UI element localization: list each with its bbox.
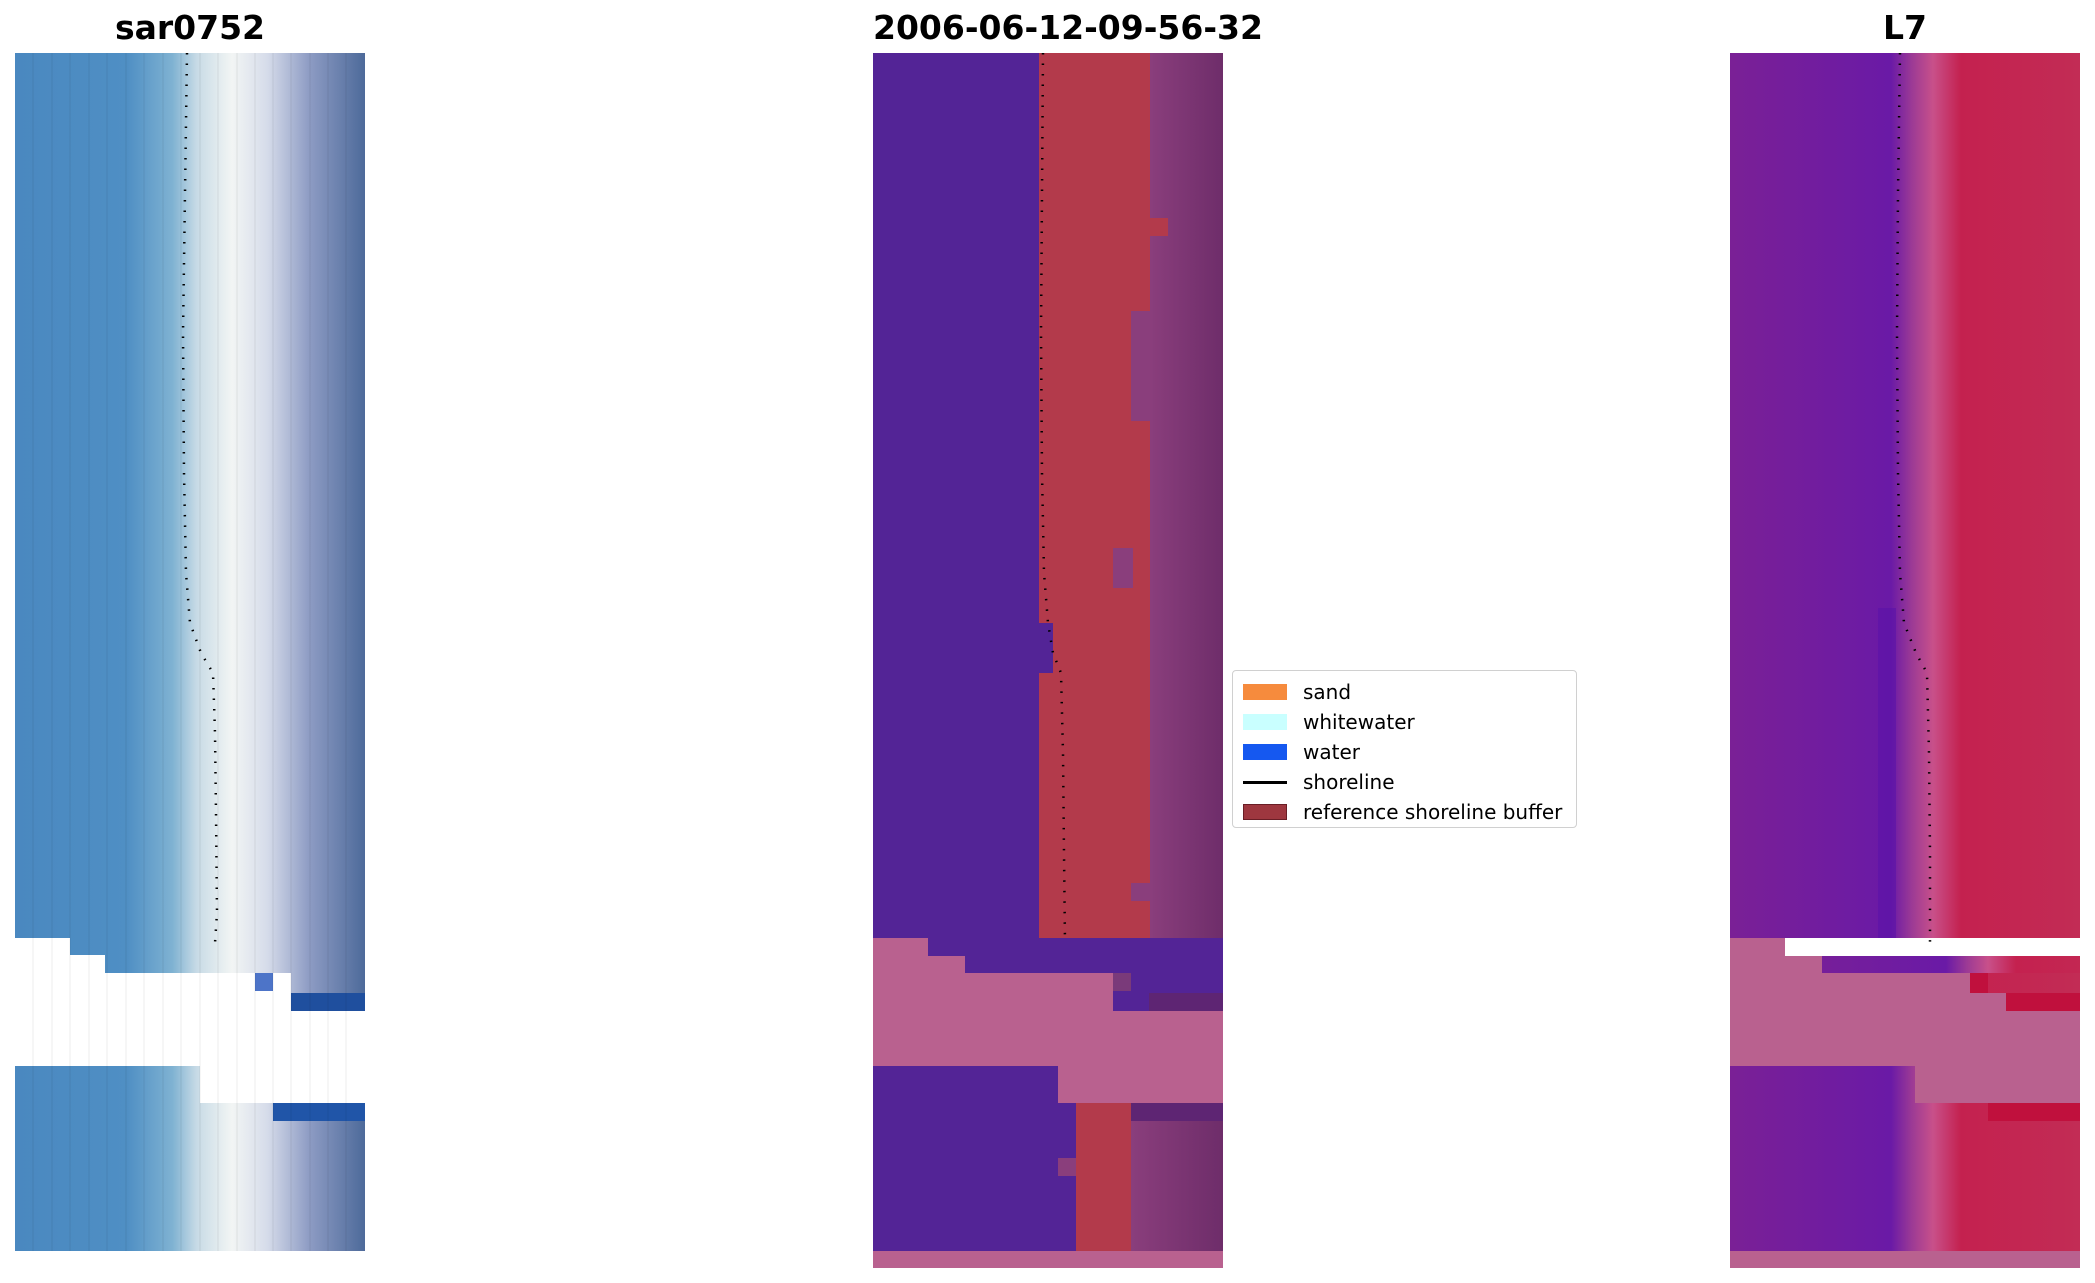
legend-item-whitewater: whitewater bbox=[1243, 707, 1566, 737]
rgb-image bbox=[15, 53, 365, 1251]
classified-nodata-2 bbox=[873, 956, 965, 974]
index-image-upper bbox=[1730, 53, 2080, 938]
panel-title-rgb: sar0752 bbox=[114, 8, 266, 47]
legend-label-water: water bbox=[1303, 740, 1360, 764]
legend-item-water: water bbox=[1243, 737, 1566, 767]
rgb-water-strip-lower bbox=[273, 1103, 365, 1121]
classified-nodata-band-right bbox=[1058, 1066, 1223, 1103]
legend-swatch-reference-buffer bbox=[1243, 804, 1287, 820]
index-nodata-band-right bbox=[1915, 1066, 2080, 1103]
classified-buffer-notch-4 bbox=[1131, 883, 1151, 901]
index-image bbox=[1730, 53, 2080, 1268]
classified-buffer-right-edge bbox=[1150, 53, 1223, 938]
rgb-water-pixel bbox=[255, 973, 273, 991]
legend-item-sand: sand bbox=[1243, 677, 1566, 707]
classified-lower-notch bbox=[1058, 1158, 1076, 1176]
index-red-pixel bbox=[1970, 973, 1988, 993]
index-row-1 bbox=[1785, 956, 2080, 974]
index-image-panel bbox=[1730, 53, 2080, 1268]
classified-sea-bottom bbox=[1149, 993, 1223, 1011]
legend-label-sand: sand bbox=[1303, 680, 1352, 704]
rgb-image-lower bbox=[15, 1066, 365, 1251]
classified-lower-sea bbox=[1131, 1103, 1223, 1251]
classified-image bbox=[873, 53, 1223, 1268]
index-dark-pixels bbox=[1878, 608, 1896, 938]
index-nodata-bottom bbox=[1730, 1251, 2080, 1268]
legend-label-shoreline: shoreline bbox=[1303, 770, 1395, 794]
index-nodata-band bbox=[1730, 1011, 2080, 1066]
legend-item-shoreline: shoreline bbox=[1243, 767, 1566, 797]
classified-buffer-notch-2 bbox=[1131, 311, 1151, 421]
legend-label-whitewater: whitewater bbox=[1303, 710, 1415, 734]
index-nodata-4 bbox=[1730, 993, 2006, 1011]
index-red-strip bbox=[2006, 993, 2080, 1011]
panel-title-classified: 2006-06-12-09-56-32 bbox=[873, 8, 1263, 47]
classified-buffer-bottom bbox=[1113, 973, 1131, 991]
classified-shoreline bbox=[1039, 53, 1067, 944]
classified-buffer-notch-3 bbox=[1113, 548, 1133, 588]
index-nodata-3 bbox=[1730, 973, 1970, 993]
index-nodata-1 bbox=[1730, 938, 1785, 956]
classified-buffer-notch-1 bbox=[1150, 218, 1168, 236]
rgb-water-strip bbox=[291, 993, 365, 1011]
legend-label-reference-buffer: reference shoreline buffer bbox=[1303, 800, 1563, 824]
classified-lower-buffer bbox=[1076, 1103, 1131, 1251]
classified-buffer-region bbox=[1039, 53, 1169, 938]
legend-swatch-water bbox=[1243, 744, 1287, 760]
legend-swatch-shoreline bbox=[1243, 780, 1287, 784]
legend-swatch-whitewater bbox=[1243, 714, 1287, 730]
legend-item-reference-buffer: reference shoreline buffer bbox=[1243, 797, 1566, 827]
classified-image-panel bbox=[873, 53, 1223, 1268]
classified-lower-sea-strip bbox=[1131, 1103, 1223, 1121]
classified-nodata-bottom bbox=[873, 1251, 1223, 1268]
legend-swatch-sand bbox=[1243, 684, 1287, 700]
panel-title-index: L7 bbox=[1883, 8, 1927, 47]
classified-nodata-3 bbox=[873, 973, 1113, 1011]
rgb-image-panel bbox=[15, 53, 365, 1268]
index-nodata-2 bbox=[1730, 956, 1822, 974]
rgb-image-upper bbox=[15, 53, 365, 1011]
index-red-strip-lower bbox=[1988, 1103, 2080, 1121]
classified-nodata-band bbox=[873, 1011, 1223, 1066]
legend: sand whitewater water shoreline referenc… bbox=[1232, 670, 1577, 828]
classified-nodata-1 bbox=[873, 938, 928, 956]
rgb-pixel-grid bbox=[32, 53, 347, 1251]
